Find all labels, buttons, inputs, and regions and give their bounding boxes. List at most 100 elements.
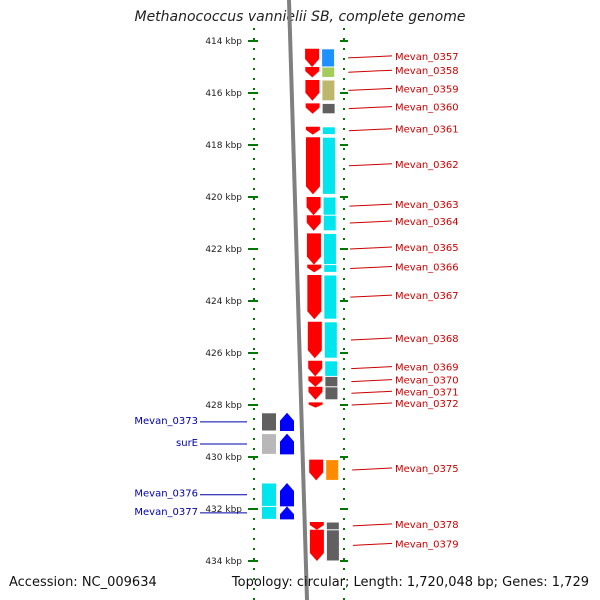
gene-label-leader (350, 337, 393, 341)
cog-category-bar (322, 137, 335, 194)
gene-label: Mevan_0364 (395, 217, 459, 228)
cog-category-bar (326, 530, 339, 561)
gene-label-leader (349, 246, 393, 250)
gene-label: Mevan_0365 (395, 243, 459, 254)
scale-tick-label: 430 kbp (205, 453, 242, 463)
forward-gene-arrow (307, 321, 322, 359)
scale-tick-label: 422 kbp (205, 245, 242, 255)
gene-label-leader (351, 390, 393, 394)
forward-gene-arrow (309, 459, 324, 481)
gene-label-leader (352, 542, 393, 546)
gene-label: Mevan_0370 (395, 376, 459, 387)
forward-gene-arrow (307, 264, 322, 273)
gene-label: Mevan_0368 (395, 334, 459, 345)
forward-gene-arrow (305, 48, 320, 67)
cog-category-bar (324, 275, 337, 319)
gene-label-leader (351, 379, 393, 383)
gene-label-leader (352, 523, 393, 527)
topology-label: Topology: circular; Length: 1,720,048 bp… (231, 575, 589, 590)
gene-label-leader (351, 366, 393, 370)
map-title: Methanococcus vannielii SB, complete gen… (134, 9, 466, 25)
cog-category-bar (262, 483, 276, 506)
gene-label: Mevan_0358 (395, 66, 459, 77)
gene-label: Mevan_0377 (134, 507, 198, 518)
gene-label-leader (348, 87, 393, 91)
cog-category-bar (325, 387, 338, 400)
gene-label: Mevan_0359 (395, 84, 459, 95)
gene-label-leader (348, 69, 393, 73)
forward-gene-arrow (305, 67, 320, 78)
gene-label: Mevan_0376 (134, 489, 198, 500)
cog-category-bar (322, 49, 335, 67)
gene-label-leader (348, 163, 393, 167)
cog-category-bar (326, 522, 339, 530)
cog-category-bar (322, 67, 335, 77)
gene-label-leader (350, 266, 393, 269)
cog-category-bar (322, 103, 335, 114)
scale-tick-label: 426 kbp (205, 349, 242, 359)
gene-label: Mevan_0375 (395, 464, 459, 475)
reverse-gene-arrow (280, 483, 294, 507)
gene-label: Mevan_0378 (395, 520, 459, 531)
forward-gene-arrow (307, 275, 322, 320)
cog-category-bar (262, 506, 276, 519)
cog-category-bar (322, 80, 335, 101)
cog-category-bar (262, 434, 276, 454)
scale-tick-label: 418 kbp (205, 141, 242, 151)
gene-label-leader (352, 467, 393, 471)
cog-category-bar (325, 361, 338, 376)
scale-tick-label: 432 kbp (205, 505, 242, 515)
scale-tick-label: 428 kbp (205, 401, 242, 411)
gene-label: Mevan_0373 (134, 416, 198, 427)
forward-gene-arrow (306, 233, 321, 265)
gene-label: Mevan_0371 (395, 387, 459, 398)
cog-category-bar (322, 127, 335, 135)
accession-label: Accession: NC_009634 (9, 575, 157, 590)
genome-backbone (287, 0, 309, 600)
gene-label-leader (350, 294, 393, 298)
gene-label: Mevan_0362 (395, 160, 459, 171)
forward-gene-arrow (306, 215, 321, 231)
gene-label: Mevan_0361 (395, 125, 459, 136)
scale-tick-label: 424 kbp (205, 297, 242, 307)
gene-label: Mevan_0366 (395, 263, 459, 274)
gene-label: surE (176, 438, 198, 449)
cog-category-bar (323, 215, 336, 231)
forward-gene-arrow (309, 522, 324, 530)
gene-label-leader (349, 203, 393, 207)
gene-label: Mevan_0360 (395, 103, 459, 114)
cog-category-bar (326, 460, 339, 480)
forward-gene-arrow (308, 376, 323, 387)
forward-gene-arrow (306, 197, 321, 216)
reverse-gene-arrow (280, 433, 294, 455)
forward-gene-arrow (308, 386, 323, 400)
cog-category-bar (323, 233, 336, 265)
scale-tick-label: 414 kbp (205, 37, 242, 47)
gene-label-leader (349, 220, 393, 224)
cog-category-bar (323, 197, 336, 215)
scale-tick-label: 434 kbp (205, 557, 242, 567)
gene-label-leader (348, 55, 393, 59)
gene-label-leader (351, 402, 393, 406)
forward-gene-arrow (305, 80, 320, 101)
gene-label: Mevan_0363 (395, 200, 459, 211)
cog-category-bar (325, 376, 338, 387)
cog-category-bar (324, 322, 337, 358)
cog-category-bar (262, 413, 276, 431)
gene-label: Mevan_0372 (395, 399, 459, 410)
gene-label: Mevan_0369 (395, 363, 459, 374)
gene-label: Mevan_0379 (395, 539, 459, 550)
reverse-gene-arrow (280, 506, 294, 520)
gene-label: Mevan_0357 (395, 52, 459, 63)
scale-tick-label: 420 kbp (205, 193, 242, 203)
forward-gene-arrow (305, 103, 320, 114)
gene-label-leader (348, 106, 393, 110)
forward-gene-arrow (308, 402, 323, 408)
forward-gene-arrow (308, 360, 323, 377)
reverse-gene-arrow (280, 412, 294, 431)
forward-gene-arrow (305, 126, 320, 135)
forward-gene-arrow (309, 529, 324, 561)
gene-label-leader (348, 128, 393, 132)
cog-category-bar (324, 265, 337, 272)
